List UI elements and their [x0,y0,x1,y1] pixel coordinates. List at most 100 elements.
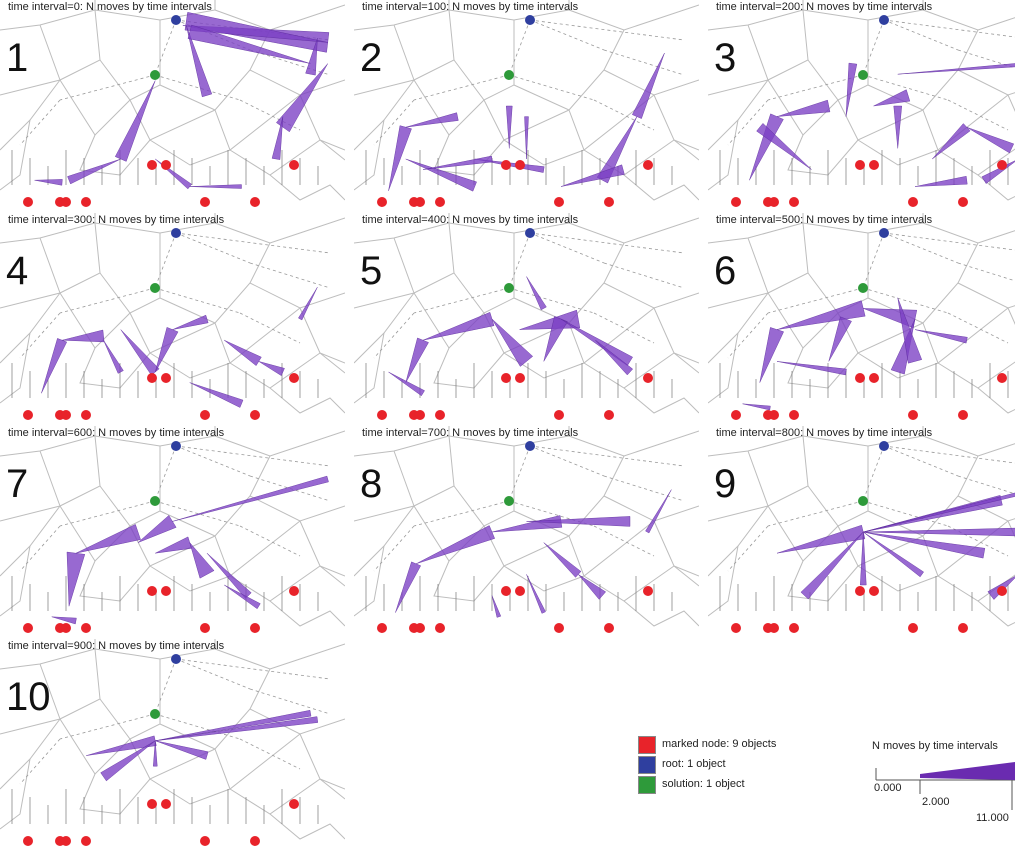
region-border [0,718,61,790]
region-border [708,545,739,617]
region-border [79,347,151,389]
move-arrow [388,125,412,191]
marked-node [604,410,614,420]
root-node [879,15,889,25]
panel-9: time interval=800: N moves by time inter… [708,426,1015,638]
marked-node [81,836,91,846]
region-border [767,435,809,507]
marked-node [554,623,564,633]
marked-node [869,586,879,596]
move-arrow [595,340,634,376]
move-arrow [560,318,633,366]
marked-node [161,373,171,383]
panel-title: time interval=800: N moves by time inter… [716,427,933,439]
marked-node [289,160,299,170]
panel-title: time interval=400: N moves by time inter… [362,214,579,226]
move-arrow [828,316,852,362]
move-arrow [75,524,141,554]
region-border [623,174,699,201]
region-border [977,600,1015,627]
marked-node [23,410,33,420]
marked-node [161,160,171,170]
move-arrow [897,63,1015,75]
region-border [623,600,699,627]
region-border [269,387,345,414]
region-border [354,332,385,404]
region-border [59,648,101,720]
marked-node [81,197,91,207]
tree-edge [373,312,415,359]
panel-number: 9 [714,462,737,506]
tree-edge [529,445,685,467]
panel-4: time interval=300: N moves by time inter… [0,213,345,425]
move-arrow [491,515,563,533]
move-arrow [914,329,968,344]
marked-node [161,586,171,596]
marked-node [958,197,968,207]
move-arrow [756,123,812,170]
region-border [802,0,924,21]
root-node [525,228,535,238]
tree-edge [59,500,156,527]
region-border [673,139,699,161]
region-border [1007,94,1015,112]
marked-node [997,586,1007,596]
region-border [354,426,450,457]
marked-node [869,160,879,170]
tree-edge [175,658,331,680]
region-border [269,813,345,840]
region-border [922,307,1009,364]
region-border [708,119,739,191]
tree-edge [154,232,177,289]
tree-edge [883,445,959,477]
root-node [171,15,181,25]
scale-title: N moves by time intervals [872,740,998,752]
legend-solution-label: solution: 1 object [662,778,745,790]
tree-edge [19,312,61,359]
marked-node [81,410,91,420]
move-arrow [155,327,179,373]
solution-node [504,496,514,506]
tree-edge [175,232,331,254]
marked-node [415,197,425,207]
root-node [879,228,889,238]
marked-node [200,836,210,846]
region-border [159,455,271,537]
panel-title: time interval=0: N moves by time interva… [8,1,212,13]
solution-node [858,70,868,80]
region-border [149,565,231,592]
marked-node [643,160,653,170]
region-border [79,773,151,815]
marked-node [289,799,299,809]
panel-2: time interval=100: N moves by time inter… [354,0,699,212]
panel-7-map [0,426,345,633]
solution-node [504,283,514,293]
marked-node [289,586,299,596]
marked-node [377,197,387,207]
solution-node [504,70,514,80]
move-arrow [206,553,252,599]
region-border [0,292,61,364]
region-border [149,352,231,379]
tree-edge [373,99,415,146]
region-border [957,282,1015,309]
move-arrow [422,312,495,341]
tree-edge [154,74,241,101]
panel-title: time interval=500: N moves by time inter… [716,214,933,226]
root-node [525,441,535,451]
move-arrow [103,340,124,374]
tree-edge [508,232,531,289]
region-border [448,213,570,234]
tree-edge [603,49,685,76]
marked-node [769,623,779,633]
region-border [0,0,96,31]
region-border [214,4,345,31]
move-arrow [305,38,318,76]
solution-node [150,496,160,506]
region-border [623,387,699,414]
region-border [837,99,924,141]
region-border [708,79,769,151]
move-arrow [749,113,784,181]
panel-title: time interval=200: N moves by time inter… [716,1,933,13]
move-arrow [155,158,192,190]
